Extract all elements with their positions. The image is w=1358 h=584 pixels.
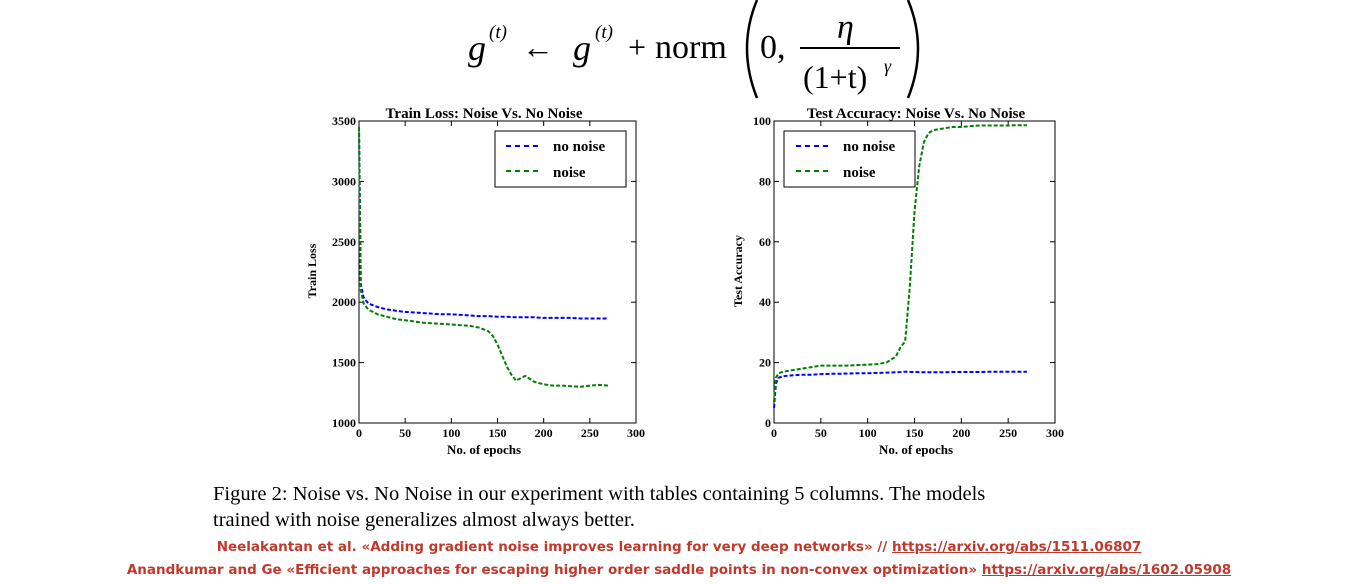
figure-caption: Figure 2: Noise vs. No Noise in our expe… bbox=[213, 481, 1213, 533]
x-tick-label: 150 bbox=[906, 426, 924, 440]
chart-title: Train Loss: Noise Vs. No Noise bbox=[386, 106, 583, 122]
y-tick-label: 1000 bbox=[332, 416, 356, 430]
formula-sup-right: (t) bbox=[595, 22, 613, 43]
formula-g-right: g bbox=[573, 28, 591, 68]
series-line-noise bbox=[773, 124, 1027, 402]
formula-gamma: γ bbox=[884, 56, 892, 76]
reference-1: Neelakantan et al. «Adding gradient nois… bbox=[0, 539, 1358, 555]
legend: no noise noise bbox=[783, 130, 916, 188]
x-tick-label: 100 bbox=[859, 426, 877, 440]
x-tick-label: 50 bbox=[815, 426, 827, 440]
legend-label-noise: noise bbox=[553, 165, 586, 181]
x-tick-label: 300 bbox=[1046, 426, 1064, 440]
x-tick-label: 200 bbox=[952, 426, 970, 440]
y-tick-label: 1500 bbox=[332, 356, 356, 370]
formula-left-paren bbox=[745, 0, 759, 99]
y-axis-label: Test Accuracy bbox=[731, 235, 745, 307]
formula-denominator: (1+t) bbox=[803, 59, 867, 95]
caption-line-2: trained with noise generalizes almost al… bbox=[213, 509, 635, 531]
legend: no noise noise bbox=[494, 130, 627, 188]
x-tick-label: 0 bbox=[356, 426, 362, 440]
chart-title: Test Accuracy: Noise Vs. No Noise bbox=[807, 106, 1026, 122]
y-axis-label: Train Loss bbox=[305, 243, 319, 298]
update-formula: g (t) ← g (t) + norm 0, η (1+t) γ bbox=[468, 0, 920, 99]
reference-2-link[interactable]: https://arxiv.org/abs/1602.05908 bbox=[981, 562, 1232, 578]
reference-2: Anandkumar and Ge «Efficient approaches … bbox=[0, 562, 1358, 578]
x-tick-label: 50 bbox=[399, 426, 411, 440]
x-axis-label: No. of epochs bbox=[879, 442, 953, 457]
series-line-no-noise bbox=[773, 370, 1027, 408]
caption-line-1: Figure 2: Noise vs. No Noise in our expe… bbox=[213, 483, 986, 505]
formula-zero: 0, bbox=[760, 29, 786, 66]
legend-label-noise: noise bbox=[843, 165, 876, 181]
x-axis-label: No. of epochs bbox=[447, 442, 521, 457]
formula-right-paren bbox=[906, 0, 920, 99]
series-line-noise bbox=[358, 126, 609, 388]
y-tick-label: 80 bbox=[759, 174, 771, 188]
x-tick-label: 250 bbox=[999, 426, 1017, 440]
x-tick-label: 300 bbox=[627, 426, 645, 440]
formula-sup-left: (t) bbox=[489, 22, 507, 43]
legend-label-no-noise: no noise bbox=[553, 139, 605, 155]
y-tick-label: 3000 bbox=[332, 174, 356, 188]
formula-eta: η bbox=[837, 9, 854, 46]
formula-arrow: ← bbox=[522, 29, 554, 65]
y-tick-label: 2500 bbox=[332, 235, 356, 249]
train-loss-chart: Train Loss: Noise Vs. No Noise Train Los… bbox=[305, 106, 645, 457]
series-line-no-noise bbox=[358, 126, 609, 320]
legend-box bbox=[783, 130, 916, 188]
formula-plus: + bbox=[628, 29, 646, 65]
x-tick-label: 0 bbox=[771, 426, 777, 440]
y-tick-label: 20 bbox=[759, 356, 771, 370]
x-tick-label: 250 bbox=[581, 426, 599, 440]
formula-norm: norm bbox=[655, 29, 727, 66]
legend-box bbox=[494, 130, 627, 188]
reference-1-text: Neelakantan et al. «Adding gradient nois… bbox=[216, 539, 892, 555]
legend-label-no-noise: no noise bbox=[843, 139, 895, 155]
x-tick-label: 200 bbox=[535, 426, 553, 440]
x-tick-label: 150 bbox=[489, 426, 507, 440]
y-tick-label: 60 bbox=[759, 235, 771, 249]
reference-2-text: Anandkumar and Ge «Efficient approaches … bbox=[126, 562, 982, 578]
y-tick-label: 40 bbox=[759, 295, 771, 309]
y-tick-label: 2000 bbox=[332, 295, 356, 309]
y-tick-label: 3500 bbox=[332, 114, 356, 128]
test-accuracy-chart: Test Accuracy: Noise Vs. No Noise Test A… bbox=[731, 106, 1064, 457]
y-tick-label: 100 bbox=[753, 114, 771, 128]
y-tick-label: 0 bbox=[765, 416, 771, 430]
formula-g-left: g bbox=[468, 28, 486, 68]
x-tick-label: 100 bbox=[442, 426, 460, 440]
reference-1-link[interactable]: https://arxiv.org/abs/1511.06807 bbox=[891, 539, 1142, 555]
